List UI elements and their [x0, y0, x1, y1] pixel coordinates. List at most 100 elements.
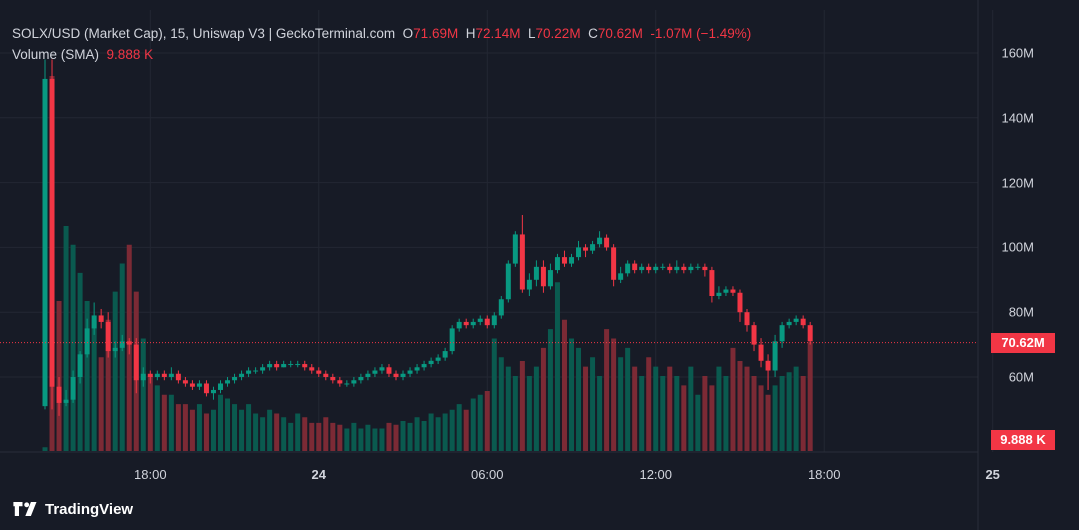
volume-tag: 9.888 K — [991, 430, 1055, 450]
high-label: H — [465, 26, 476, 41]
candle — [632, 260, 638, 274]
candle — [112, 341, 118, 358]
candle-body — [547, 270, 553, 287]
candle — [49, 59, 55, 410]
candle-body — [379, 367, 385, 371]
candle-body — [526, 279, 532, 290]
volume-bar — [344, 428, 350, 451]
candle-body — [295, 364, 301, 366]
candle — [281, 360, 287, 368]
volume-bar — [56, 301, 62, 451]
candle-body — [232, 377, 238, 381]
candle — [498, 296, 504, 319]
candle — [618, 266, 624, 284]
volume-bar — [372, 428, 378, 451]
volume-bar — [618, 357, 624, 451]
volume-bar — [611, 338, 617, 451]
volume-bar — [646, 357, 652, 451]
volume-bar — [302, 417, 308, 451]
candle — [800, 315, 806, 329]
candle — [611, 244, 617, 287]
candle — [56, 377, 62, 416]
candle-body — [182, 380, 188, 384]
candle-body — [590, 244, 596, 251]
candle — [225, 377, 231, 387]
candle-body — [84, 328, 90, 355]
candle-body — [442, 351, 448, 358]
candle-body — [288, 364, 294, 366]
volume-bar — [660, 376, 666, 451]
volume-bar — [456, 404, 462, 451]
candle — [414, 364, 420, 374]
candle — [91, 302, 97, 335]
volume-bar — [576, 347, 582, 451]
candle — [351, 377, 357, 387]
candle-body — [70, 377, 76, 400]
candle — [147, 370, 153, 384]
open-label: O — [402, 26, 414, 41]
price-tick-label: 140M — [1001, 110, 1034, 126]
candle-body — [505, 263, 511, 300]
candle-body — [660, 266, 666, 268]
candle — [260, 364, 266, 374]
volume-bar — [98, 357, 104, 451]
candle — [77, 351, 83, 384]
volume-bar — [498, 357, 504, 451]
candle-body — [203, 383, 209, 394]
candle — [84, 318, 90, 358]
candle-body — [267, 364, 273, 368]
candle — [583, 244, 589, 258]
volume-bar — [112, 291, 118, 451]
candle-body — [98, 315, 104, 322]
candle — [807, 321, 813, 345]
candle — [203, 380, 209, 397]
high-value: 72.14M — [475, 26, 521, 41]
volume-bar — [695, 394, 701, 451]
volume-bar — [210, 409, 216, 451]
candle-body — [569, 257, 574, 264]
volume-bar — [779, 376, 785, 451]
volume-bar — [337, 424, 343, 451]
candle-body — [533, 266, 539, 280]
candle — [569, 253, 574, 267]
candle — [323, 370, 329, 381]
candle-body — [56, 386, 62, 403]
candle-body — [765, 360, 771, 371]
volume-bar — [561, 319, 567, 451]
candle — [119, 334, 125, 352]
candle — [477, 315, 483, 326]
close-label: C — [588, 26, 598, 41]
candle — [667, 263, 673, 274]
volume-bar — [203, 413, 209, 451]
time-tick-label: 12:00 — [639, 467, 673, 482]
volume-bar — [281, 417, 287, 451]
candle-body — [260, 367, 266, 371]
tradingview-footer[interactable]: TradingView — [13, 498, 133, 520]
candle-body — [428, 360, 434, 365]
tradingview-logo-icon — [13, 502, 37, 516]
candle-body — [632, 263, 638, 271]
open-value: 71.69M — [413, 26, 459, 41]
candle-body — [695, 266, 701, 268]
volume-bar — [147, 376, 153, 451]
volume-bar — [569, 338, 574, 451]
candle — [765, 354, 771, 390]
candle-body — [597, 237, 603, 245]
candle-body — [498, 299, 504, 316]
legend-price-row: SOLX/USD (Market Cap), 15, Uniswap V3 | … — [12, 23, 751, 44]
candle-body — [161, 373, 167, 377]
candle-body — [625, 263, 631, 274]
candle — [161, 370, 167, 381]
candle-body — [709, 270, 715, 296]
volume-bar — [667, 366, 673, 451]
last-price-tag: 70.62M — [991, 332, 1055, 353]
candle-body — [519, 234, 525, 290]
candle — [688, 263, 694, 274]
candle-body — [786, 321, 792, 326]
candle-body — [246, 370, 252, 374]
candle — [533, 260, 539, 287]
volume-bar — [786, 372, 792, 451]
candle — [653, 263, 659, 274]
candle-body — [646, 266, 652, 271]
